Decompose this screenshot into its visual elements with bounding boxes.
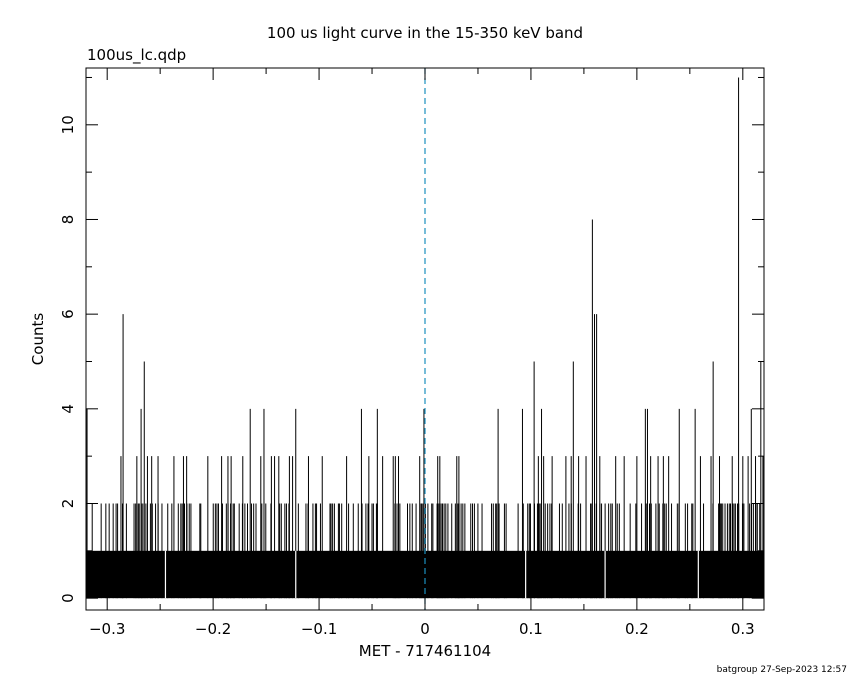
x-tick-label: −0.3 — [89, 620, 125, 638]
y-tick-label: 4 — [59, 404, 77, 414]
y-tick-label: 6 — [59, 309, 77, 319]
x-axis-label: MET - 717461104 — [359, 642, 491, 660]
chart-title: 100 us light curve in the 15-350 keV ban… — [267, 24, 583, 42]
x-tick-label: 0.2 — [625, 620, 649, 638]
footer-stamp: batgroup 27-Sep-2023 12:57 — [717, 665, 847, 675]
axis-ticks: −0.3 −0.2 −0.1 0 0.1 0.2 0.3 0 2 4 6 8 10 — [59, 68, 764, 638]
y-axis-label: Counts — [29, 313, 47, 366]
y-tick-label: 2 — [59, 499, 77, 509]
x-tick-label: −0.2 — [195, 620, 231, 638]
chart-subtitle: 100us_lc.qdp — [87, 46, 186, 65]
y-tick-label: 10 — [59, 115, 77, 134]
x-tick-label: 0.1 — [519, 620, 543, 638]
y-tick-label: 0 — [59, 593, 77, 603]
x-tick-label: 0 — [420, 620, 430, 638]
y-tick-label: 8 — [59, 215, 77, 225]
zero-count-bins — [164, 550, 699, 599]
x-tick-label: −0.1 — [301, 620, 337, 638]
histogram-bars — [86, 77, 764, 599]
x-tick-label: 0.3 — [731, 620, 755, 638]
